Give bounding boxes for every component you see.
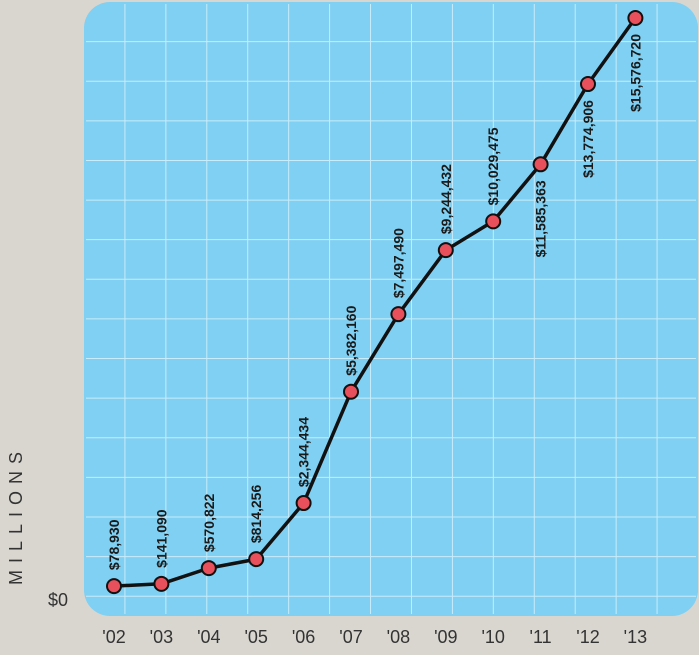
x-tick-label: '08 xyxy=(387,627,410,647)
data-point xyxy=(580,76,596,93)
data-label: $15,576,720 xyxy=(627,34,643,112)
data-point xyxy=(248,551,265,568)
data-point xyxy=(295,495,312,512)
series-line xyxy=(112,16,638,588)
data-label: $141,090 xyxy=(153,509,169,568)
data-point xyxy=(485,213,502,230)
data-point xyxy=(153,575,170,592)
x-tick-label: '11 xyxy=(530,627,552,647)
data-label: $5,382,160 xyxy=(343,305,359,375)
x-tick-label: '05 xyxy=(244,627,267,647)
x-tick-label: '13 xyxy=(624,627,647,647)
x-tick-label: '03 xyxy=(150,627,173,647)
data-label: $11,585,363 xyxy=(533,180,549,257)
x-tick-label: '06 xyxy=(292,627,315,647)
data-label: $570,822 xyxy=(201,493,217,552)
y-axis-label: MILLIONS xyxy=(6,444,26,586)
data-point xyxy=(200,560,217,577)
data-label: $7,497,490 xyxy=(390,228,406,298)
x-tick-label: '10 xyxy=(481,627,504,647)
x-tick-label: '02 xyxy=(102,627,125,647)
x-tick-label: '07 xyxy=(339,627,362,647)
data-point xyxy=(627,10,644,26)
data-point xyxy=(343,383,359,400)
data-label: $78,930 xyxy=(106,519,122,570)
data-label: $10,029,475 xyxy=(485,127,501,205)
data-label: $2,344,434 xyxy=(296,417,312,487)
data-label: $814,256 xyxy=(248,485,264,544)
data-point xyxy=(532,156,549,173)
x-tick-label: '12 xyxy=(576,627,599,647)
data-point xyxy=(437,242,454,259)
y-tick-label: $0 xyxy=(48,590,68,610)
plot-area xyxy=(84,2,698,616)
data-label: $13,774,906 xyxy=(580,100,596,178)
x-tick-label: '04 xyxy=(197,627,220,647)
data-point xyxy=(106,578,122,595)
data-point xyxy=(390,306,407,323)
data-label: $9,244,432 xyxy=(438,164,454,234)
x-tick-label: '09 xyxy=(434,627,457,647)
